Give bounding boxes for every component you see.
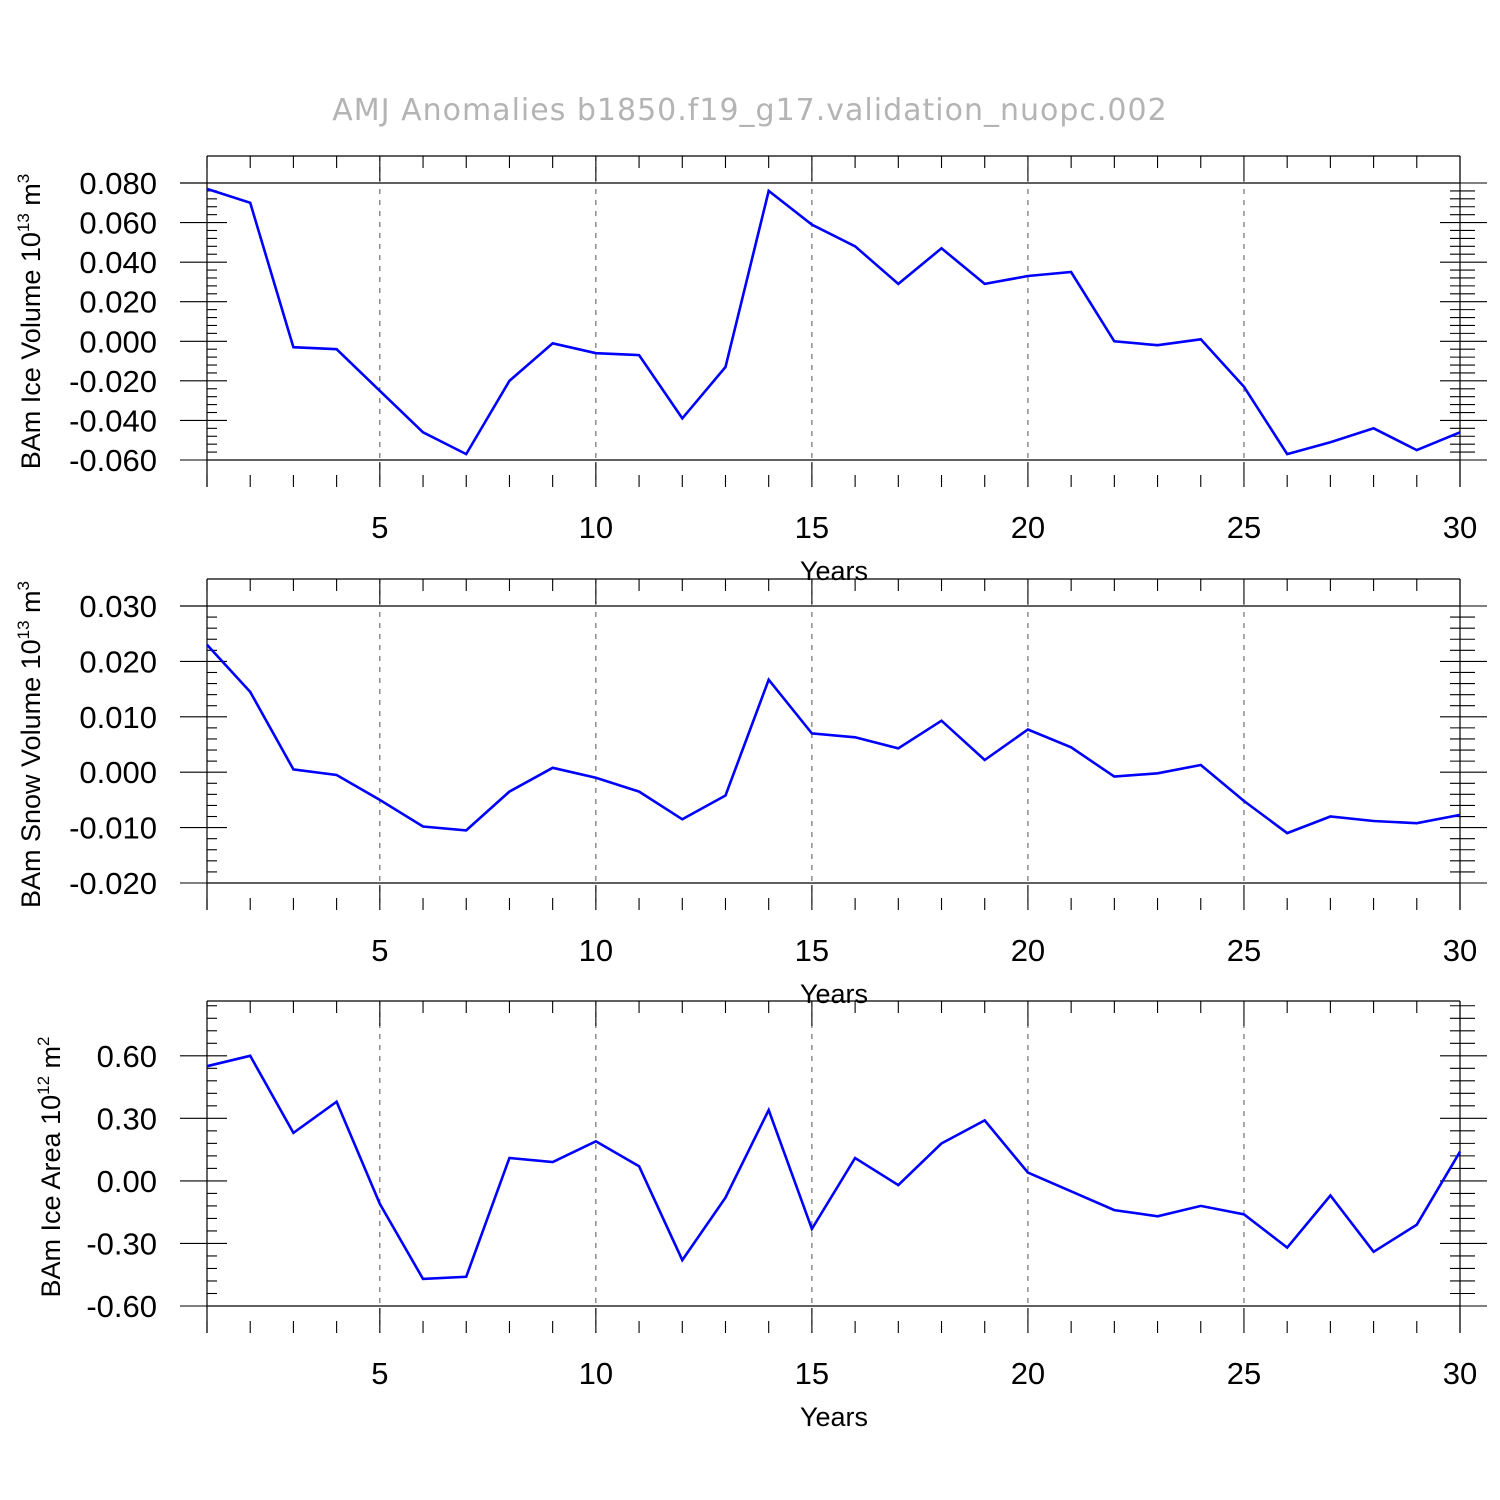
x-axis-label: Years — [800, 556, 868, 586]
x-tick-label: 15 — [795, 1356, 829, 1391]
y-tick-label: 0.040 — [79, 245, 157, 280]
y-axis-label: BAm Snow Volume 1013 m3 — [14, 581, 46, 908]
x-tick-label: 25 — [1227, 933, 1261, 968]
x-tick-label: 15 — [795, 933, 829, 968]
chart-panel-3: 5 10 15 20 25 30 0.60 0.30 0.00 -0.30 -0.60 Years BA… — [34, 1000, 1487, 1432]
y-tick-label: 0.60 — [97, 1039, 157, 1074]
chart-panel-1: 5 10 15 20 25 30 0.080 0.060 0.040 0.020 0.000 -0.0… — [14, 155, 1487, 586]
chart-panels: 5 10 15 20 25 30 0.080 0.060 0.040 0.020 0.000 -0.0… — [14, 155, 1487, 1432]
y-tick-label: -0.060 — [69, 443, 157, 478]
y-tick-label: 0.010 — [79, 700, 157, 735]
y-tick-label: -0.30 — [86, 1226, 157, 1261]
x-tick-label: 10 — [579, 1356, 613, 1391]
x-tick-label: 20 — [1011, 510, 1045, 545]
x-tick-label: 30 — [1443, 933, 1477, 968]
chart-title: AMJ Anomalies b1850.f19_g17.validation_n… — [332, 93, 1167, 128]
x-tick-label: 20 — [1011, 1356, 1045, 1391]
y-axis-label: BAm Ice Volume 1013 m3 — [14, 174, 46, 470]
y-tick-label: -0.020 — [69, 866, 157, 901]
x-axis-label: Years — [800, 979, 868, 1009]
series-line — [206, 1054, 1462, 1281]
y-tick-label: 0.020 — [79, 644, 157, 679]
x-tick-label: 20 — [1011, 933, 1045, 968]
y-tick-label: 0.060 — [79, 206, 157, 241]
series-line — [206, 187, 1461, 456]
x-tick-label: 15 — [795, 510, 829, 545]
y-tick-label: 0.30 — [97, 1101, 157, 1136]
x-tick-label: 10 — [579, 510, 613, 545]
y-tick-label: 0.020 — [79, 285, 157, 320]
x-axis-label: Years — [800, 1402, 868, 1432]
x-tick-label: 5 — [371, 933, 388, 968]
y-axis-label: BAm Ice Area 1012 m2 — [34, 1037, 66, 1298]
x-tick-label: 25 — [1227, 510, 1261, 545]
y-tick-label: -0.020 — [69, 364, 157, 399]
chart-panel-2: 5 10 15 20 25 30 0.030 0.020 0.010 0.000 -0.010 -0.… — [14, 578, 1487, 1009]
x-tick-label: 10 — [579, 933, 613, 968]
y-tick-label: 0.00 — [97, 1164, 157, 1199]
x-tick-label: 25 — [1227, 1356, 1261, 1391]
y-tick-label: -0.040 — [69, 403, 157, 438]
y-tick-label: 0.000 — [79, 324, 157, 359]
x-tick-label: 30 — [1443, 1356, 1477, 1391]
y-tick-label: 0.030 — [79, 589, 157, 624]
y-tick-label: 0.000 — [79, 755, 157, 790]
x-tick-label: 30 — [1443, 510, 1477, 545]
series-line — [206, 643, 1461, 835]
y-tick-label: 0.080 — [79, 166, 157, 201]
x-tick-label: 5 — [371, 510, 388, 545]
y-tick-label: -0.010 — [69, 811, 157, 846]
y-tick-label: -0.60 — [86, 1289, 157, 1324]
x-tick-label: 5 — [371, 1356, 388, 1391]
